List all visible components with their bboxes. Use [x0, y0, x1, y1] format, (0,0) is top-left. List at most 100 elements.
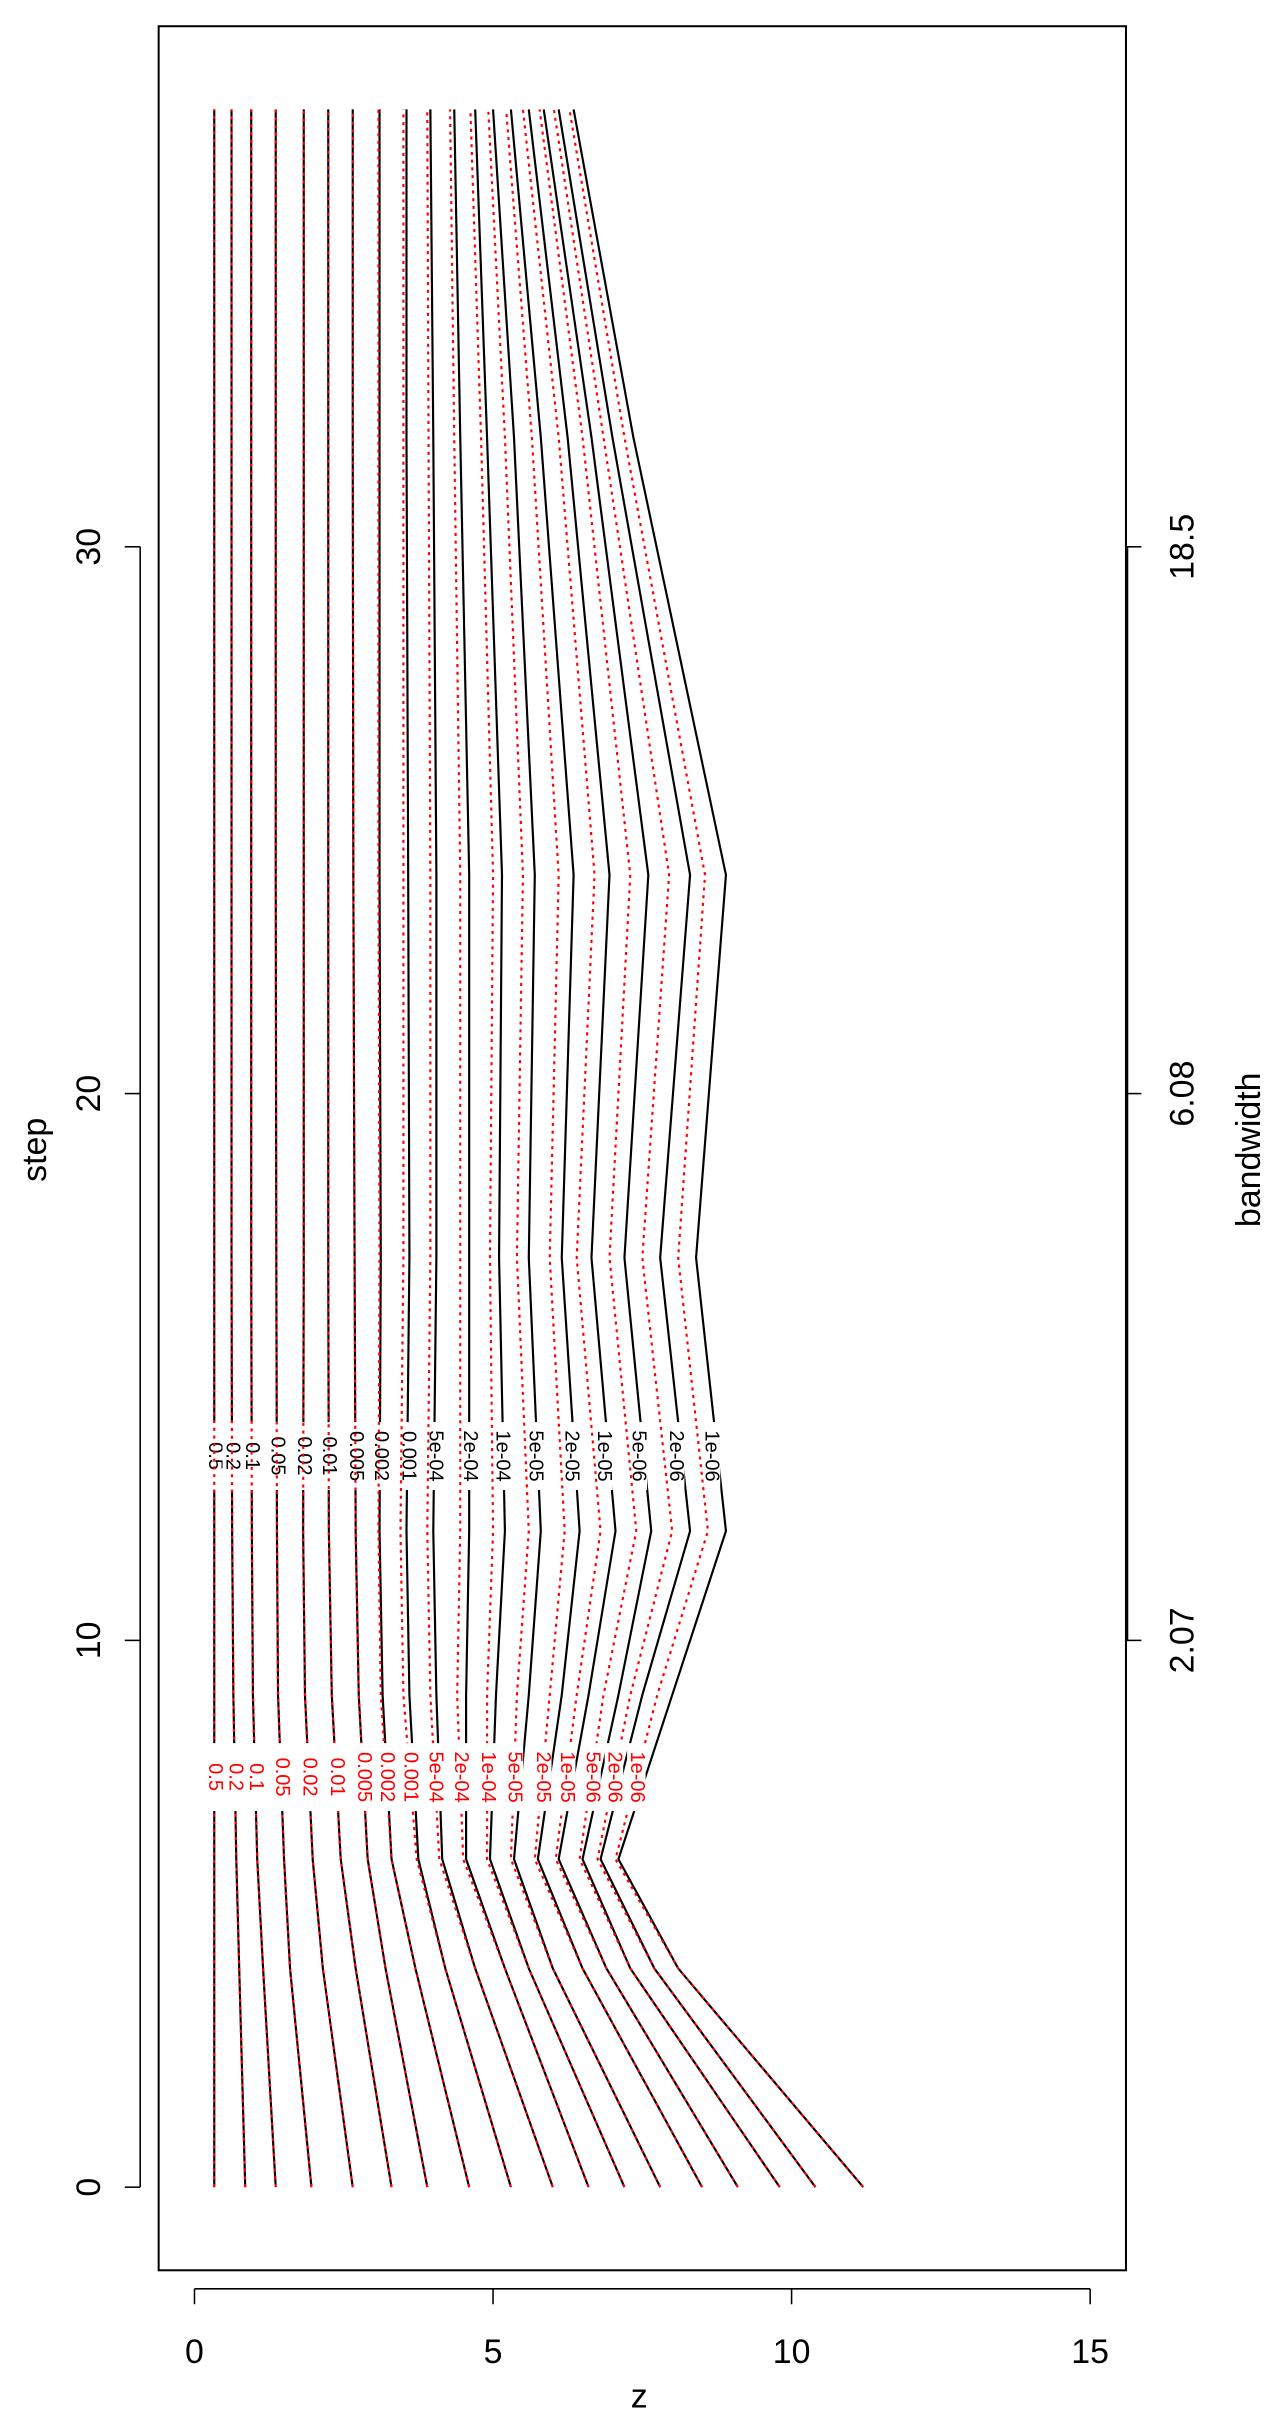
- bandwidth-tick-label: 18.5: [1164, 514, 1202, 580]
- contour-label-bg: [242, 1422, 261, 1491]
- contour-label-bg: [628, 1422, 648, 1491]
- contour-label: 1e-05: [556, 1751, 578, 1802]
- contour-label-bg: [450, 1743, 470, 1812]
- contour-label: 0.5: [204, 1442, 226, 1470]
- contour-label-bg: [459, 1422, 479, 1491]
- contour-line: [274, 109, 313, 2188]
- contour-label-bg: [222, 1422, 242, 1491]
- z-tick-label: 15: [1071, 2333, 1109, 2371]
- contour-label-bg: [376, 1743, 396, 1812]
- z-tick-label: 0: [185, 2333, 204, 2371]
- contour-label-bg: [327, 1743, 346, 1812]
- contour-label-bg: [525, 1422, 545, 1491]
- step-tick-label: 0: [70, 2178, 108, 2197]
- contour-line: [327, 109, 393, 2188]
- contour-label: 0.02: [299, 1758, 321, 1797]
- contour-line: [250, 109, 277, 2188]
- contour-label-bg: [353, 1743, 373, 1812]
- step-tick-label: 10: [70, 1622, 108, 1660]
- contour-label-bg: [245, 1743, 265, 1812]
- contour-label-bg: [425, 1743, 445, 1812]
- contour-label: 0.2: [222, 1442, 244, 1470]
- contour-line: [527, 109, 739, 2188]
- contour-label-bg: [299, 1743, 319, 1812]
- contour-line: [327, 109, 393, 2188]
- contour-line: [521, 109, 739, 2188]
- step-axis-label: step: [16, 1118, 54, 1182]
- contour-label: 2e-04: [450, 1751, 472, 1802]
- contour-label-bg: [701, 1422, 721, 1491]
- contour-label: 0.001: [400, 1752, 422, 1802]
- contour-line: [487, 109, 662, 2188]
- contour-line: [505, 109, 704, 2188]
- contour-label-bg: [225, 1743, 245, 1812]
- contour-label: 0.5: [204, 1763, 226, 1791]
- contour-label-bg: [370, 1422, 390, 1491]
- contour-line: [399, 109, 512, 2188]
- contour-label: 0.002: [376, 1752, 398, 1802]
- contour-label: 0.001: [398, 1431, 420, 1481]
- contour-line: [449, 109, 590, 2188]
- contour-line: [491, 109, 662, 2188]
- contour-line: [405, 109, 512, 2188]
- contour-label-bg: [604, 1743, 624, 1812]
- contour-line: [572, 109, 865, 2188]
- contour-label: 0.005: [345, 1431, 367, 1481]
- contour-line: [351, 109, 429, 2188]
- contour-line: [302, 109, 354, 2188]
- contour-label: 0.1: [241, 1442, 263, 1470]
- contour-label-bg: [492, 1422, 512, 1491]
- contour-label: 5e-04: [425, 1751, 447, 1802]
- contour-label-bg: [533, 1743, 552, 1812]
- step-tick-label: 20: [70, 1075, 108, 1113]
- contour-line: [538, 109, 781, 2188]
- contour-label: 2e-05: [560, 1430, 582, 1481]
- contour-label: 2e-06: [604, 1751, 626, 1802]
- contour-label-bg: [398, 1422, 418, 1491]
- contour-label: 1e-04: [492, 1430, 514, 1481]
- contour-label-bg: [267, 1422, 286, 1491]
- contour-line: [552, 109, 817, 2188]
- contour-line: [230, 109, 247, 2188]
- contour-label: 5e-05: [504, 1751, 526, 1802]
- contour-label: 0.05: [271, 1758, 293, 1797]
- contour-label-bg: [582, 1743, 601, 1812]
- z-axis-label: z: [631, 2378, 648, 2416]
- contour-line: [474, 109, 626, 2188]
- z-tick-label: 10: [773, 2333, 811, 2371]
- contour-line: [469, 109, 626, 2188]
- contour-label-bg: [561, 1422, 580, 1491]
- plot-frame: [157, 25, 1127, 2272]
- contour-label-bg: [477, 1743, 497, 1812]
- contour-label: 1e-06: [626, 1751, 648, 1802]
- contour-label-bg: [556, 1743, 576, 1812]
- contour-label: 0.1: [245, 1763, 267, 1791]
- contour-label-bg: [594, 1422, 613, 1491]
- contour-label: 1e-05: [593, 1430, 615, 1481]
- contour-label: 5e-06: [581, 1751, 603, 1802]
- contour-label-bg: [627, 1743, 646, 1812]
- contour-label-bg: [271, 1743, 291, 1812]
- contour-label-bg: [204, 1743, 224, 1812]
- contour-label: 5e-04: [425, 1430, 447, 1481]
- contour-label: 2e-06: [665, 1430, 687, 1481]
- z-tick-label: 5: [484, 2333, 503, 2371]
- contour-label-bg: [400, 1743, 420, 1812]
- contour-label: 5e-06: [628, 1430, 650, 1481]
- contour-line: [568, 109, 865, 2188]
- contour-label: 0.2: [224, 1763, 246, 1791]
- contour-label-bg: [204, 1422, 224, 1491]
- bandwidth-tick-label: 2.07: [1164, 1607, 1202, 1673]
- contour-line: [378, 109, 471, 2188]
- contour-label-bg: [665, 1422, 685, 1491]
- contour-label-bg: [504, 1743, 524, 1812]
- contour-label: 0.002: [370, 1431, 392, 1481]
- contour-label: 5e-05: [525, 1430, 547, 1481]
- contour-line: [426, 109, 554, 2188]
- contour-line: [453, 109, 590, 2188]
- contour-label: 1e-06: [701, 1430, 723, 1481]
- bandwidth-tick-label: 6.08: [1164, 1061, 1202, 1127]
- contour-line: [509, 109, 704, 2188]
